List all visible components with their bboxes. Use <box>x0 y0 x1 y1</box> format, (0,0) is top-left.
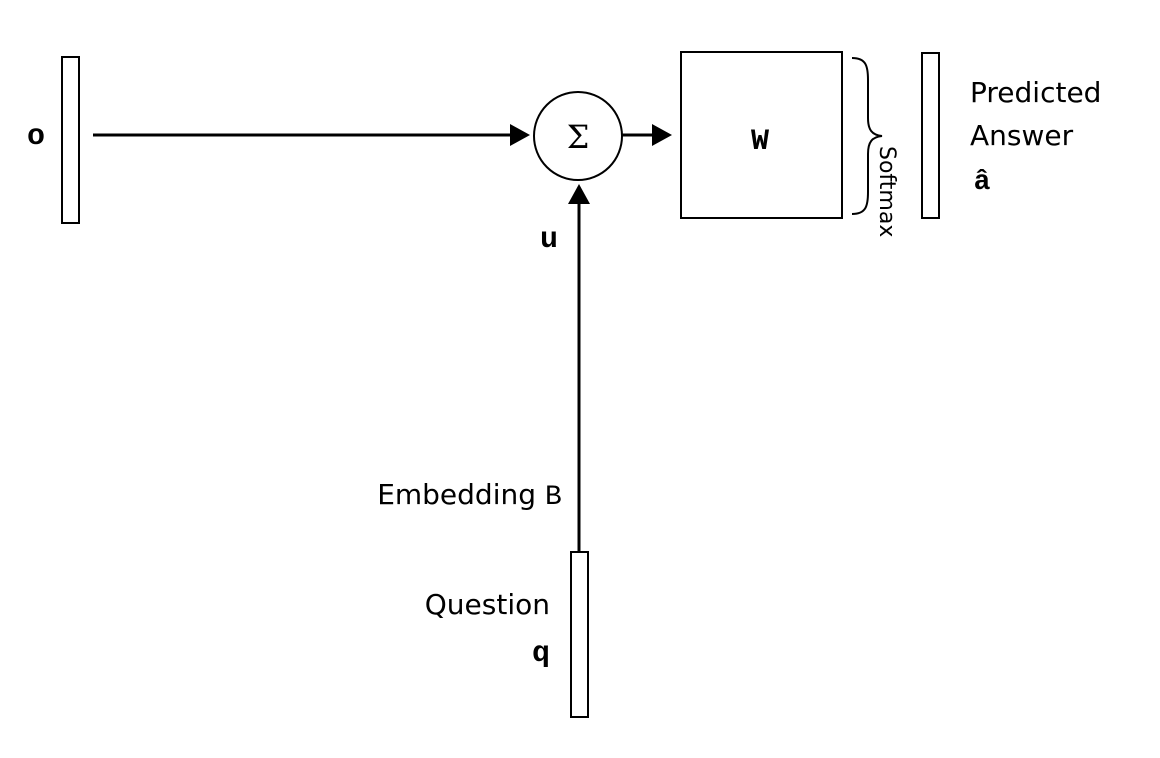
predicted-answer-vector <box>921 52 940 219</box>
question-symbol: q <box>532 637 550 671</box>
output-vector-label: o <box>27 120 45 154</box>
u-label: u <box>540 223 558 257</box>
weight-matrix-label: W <box>751 125 769 159</box>
question-vector-q <box>570 551 589 718</box>
weight-matrix-w <box>680 51 843 219</box>
embedding-label: Embedding <box>377 478 536 511</box>
sum-symbol: Σ <box>567 118 590 156</box>
embedding-symbol: B <box>545 482 562 513</box>
question-label: Question <box>425 588 550 621</box>
output-vector-o <box>61 56 80 224</box>
predicted-answer-line2: Answer <box>970 119 1074 152</box>
arrowhead-o-to-sum <box>510 124 530 146</box>
softmax-label: Softmax <box>874 146 899 237</box>
arrowhead-question-to-sum <box>568 184 590 204</box>
arrowhead-sum-to-w <box>652 124 672 146</box>
softmax-brace <box>851 57 883 215</box>
predicted-answer-line1: Predicted <box>970 76 1101 109</box>
predicted-answer-symbol: â <box>974 167 991 198</box>
